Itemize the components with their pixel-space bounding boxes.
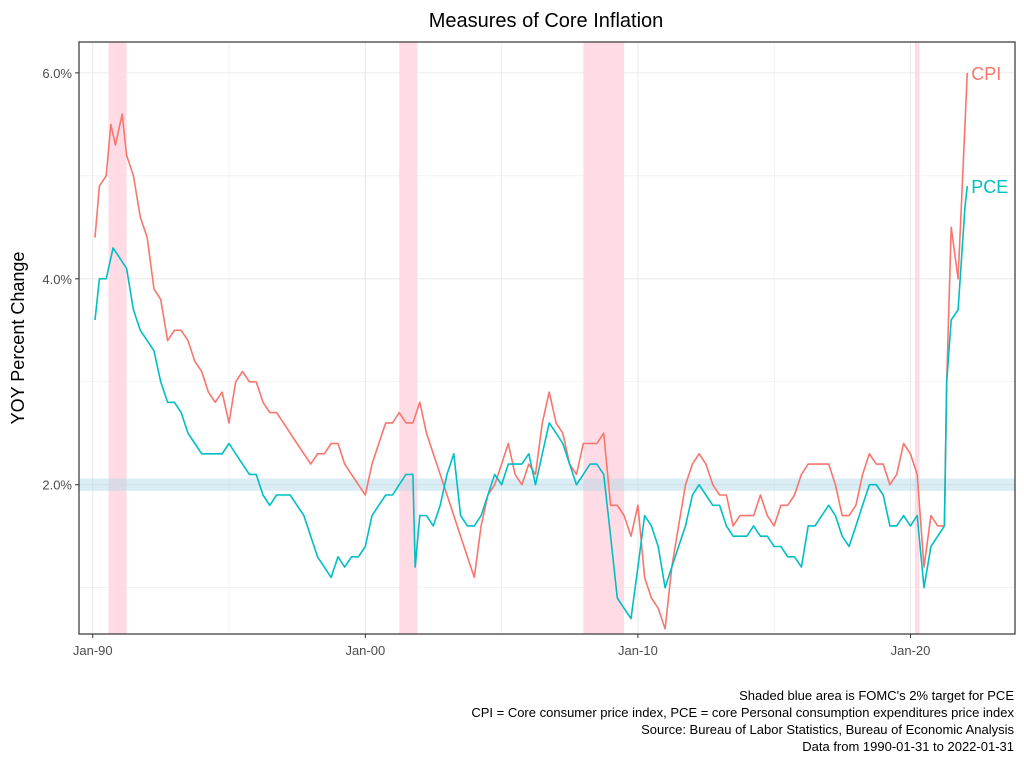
- x-tick-label: Jan-10: [618, 643, 658, 658]
- recession-period: [108, 42, 127, 634]
- series-end-label-pce: PCE: [971, 177, 1008, 197]
- caption-source: Source: Bureau of Labor Statistics, Bure…: [641, 722, 1014, 737]
- x-tick-label: Jan-00: [345, 643, 385, 658]
- recession-period: [583, 42, 625, 634]
- recession-period: [914, 42, 920, 634]
- x-tick-label: Jan-90: [73, 643, 113, 658]
- caption-definitions: CPI = Core consumer price index, PCE = c…: [471, 705, 1014, 720]
- series-line-cpi: [94, 72, 969, 630]
- y-tick-label: 4.0%: [42, 272, 72, 287]
- plot-background: [79, 42, 1015, 634]
- plot-border: [78, 41, 1016, 635]
- target-band: [79, 478, 1015, 491]
- y-axis-label: YOY Percent Change: [8, 252, 28, 425]
- plot-area: CPI PCE: [78, 41, 1016, 635]
- target-band-rect: [79, 478, 1015, 491]
- chart-title: Measures of Core Inflation: [429, 10, 664, 32]
- grid-lines: [79, 42, 1015, 634]
- series-end-labels: CPI PCE: [971, 64, 1008, 197]
- series-lines: [94, 72, 969, 630]
- y-axis: 2.0% 4.0% 6.0%: [42, 66, 79, 493]
- y-tick-label: 2.0%: [42, 478, 72, 493]
- series-end-label-cpi: CPI: [971, 64, 1001, 84]
- caption-target: Shaded blue area is FOMC's 2% target for…: [739, 688, 1014, 703]
- x-tick-label: Jan-20: [891, 643, 931, 658]
- y-tick-label: 6.0%: [42, 66, 72, 81]
- caption-date-range: Data from 1990-01-31 to 2022-01-31: [802, 739, 1014, 754]
- x-axis: Jan-90 Jan-00 Jan-10 Jan-20: [73, 634, 931, 658]
- series-line-pce: [94, 186, 969, 620]
